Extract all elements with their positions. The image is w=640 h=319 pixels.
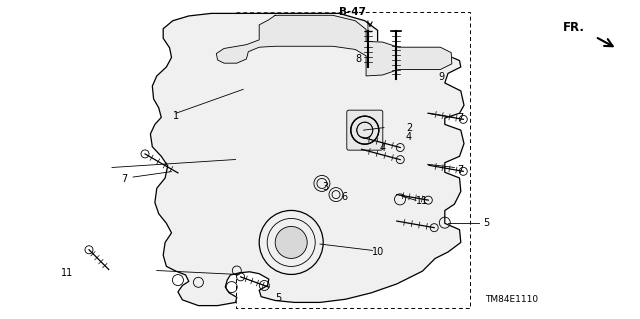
Text: 8: 8 bbox=[355, 54, 362, 64]
FancyBboxPatch shape bbox=[347, 110, 383, 150]
Circle shape bbox=[275, 226, 307, 258]
Text: 1: 1 bbox=[173, 111, 179, 122]
Text: FR.: FR. bbox=[563, 21, 585, 34]
Text: 6: 6 bbox=[341, 192, 348, 202]
Bar bbox=[236, 12, 470, 308]
Text: 3: 3 bbox=[322, 182, 328, 192]
Text: 11: 11 bbox=[61, 268, 74, 278]
Polygon shape bbox=[150, 13, 464, 306]
Text: 4: 4 bbox=[405, 132, 412, 142]
Text: B-47: B-47 bbox=[339, 7, 366, 17]
Text: 5: 5 bbox=[483, 218, 490, 228]
Text: 10: 10 bbox=[371, 247, 384, 257]
Text: 7: 7 bbox=[458, 165, 464, 175]
Text: 5: 5 bbox=[275, 293, 282, 303]
Text: 4: 4 bbox=[380, 143, 386, 153]
Text: 11: 11 bbox=[416, 196, 429, 206]
Text: 9: 9 bbox=[438, 71, 445, 82]
Text: 7: 7 bbox=[458, 113, 464, 123]
Polygon shape bbox=[216, 15, 452, 76]
Text: TM84E1110: TM84E1110 bbox=[485, 295, 539, 304]
Text: 2: 2 bbox=[406, 122, 413, 133]
Text: 7: 7 bbox=[122, 174, 128, 184]
